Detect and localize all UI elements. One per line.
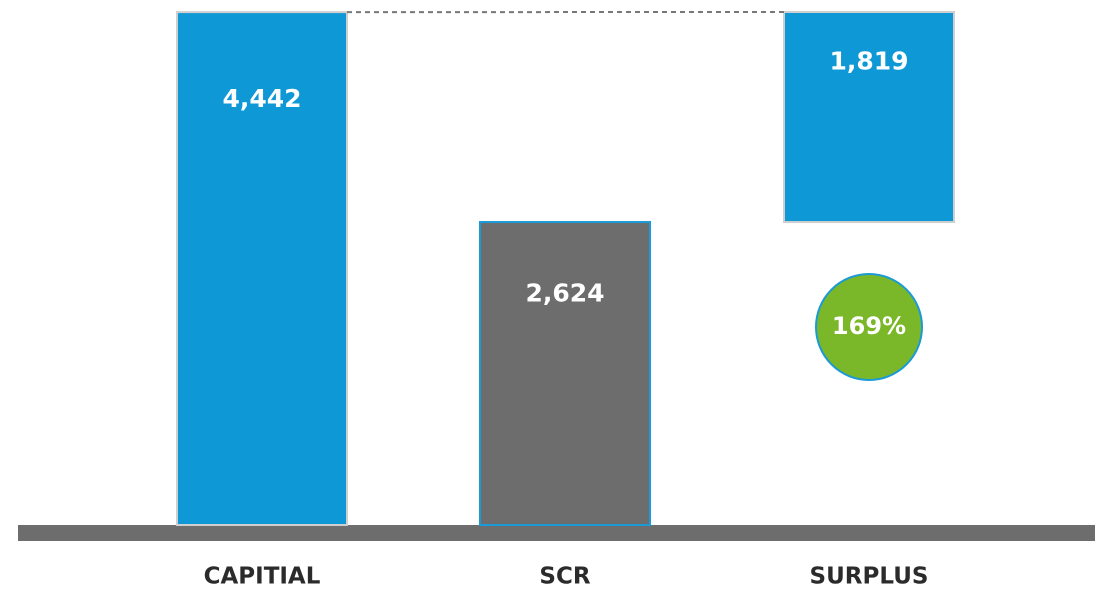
value-label: 4,442	[222, 84, 301, 113]
value-label: 1,819	[829, 46, 908, 75]
bar	[783, 11, 955, 224]
bar	[479, 221, 651, 526]
category-label: SURPLUS	[810, 564, 929, 590]
category-label: SCR	[539, 564, 590, 590]
baseline	[18, 525, 1095, 541]
value-label: 2,624	[525, 279, 604, 308]
ratio-label: 169%	[832, 312, 906, 340]
ratio-badge	[815, 273, 923, 381]
bar	[176, 11, 348, 526]
category-label: CAPITIAL	[204, 564, 321, 590]
